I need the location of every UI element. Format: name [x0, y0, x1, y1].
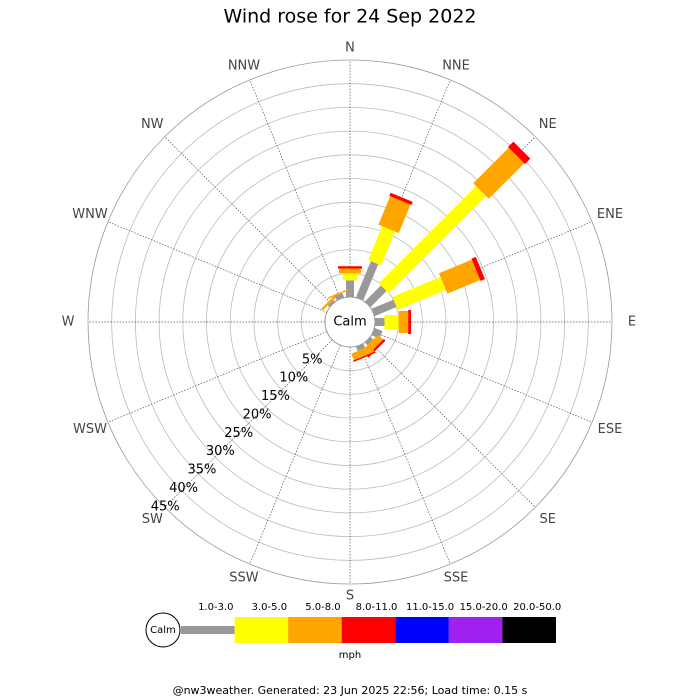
grid-ring: [253, 225, 447, 419]
bar-segment: [368, 226, 396, 266]
outer-ring: [87, 59, 613, 585]
direction-label: S: [346, 589, 354, 604]
bar-segment: [378, 196, 411, 234]
legend-calm-label: Calm: [150, 625, 176, 636]
spoke: [164, 136, 333, 305]
legend-swatch: [234, 617, 289, 643]
ring-label: 30%: [206, 444, 235, 459]
calm-label: Calm: [333, 315, 366, 330]
direction-label: E: [628, 315, 636, 330]
bar-segment: [364, 285, 387, 308]
calm-circle: [324, 296, 376, 348]
legend-swatch: [395, 617, 449, 643]
direction-label: NNW: [228, 59, 260, 74]
bar-segment: [384, 315, 399, 329]
spoke: [367, 339, 536, 508]
bar-segment: [346, 280, 354, 297]
spoke: [249, 344, 341, 565]
spoke: [359, 344, 451, 565]
bar-segment: [389, 192, 413, 205]
direction-label: WNW: [72, 207, 108, 222]
bar-segment: [438, 259, 481, 294]
bar-segment: [327, 299, 336, 308]
direction-label: SE: [540, 512, 556, 527]
bar-segment: [398, 311, 409, 333]
legend-label: 20.0-50.0: [513, 602, 561, 613]
bar-segment: [378, 186, 486, 294]
bar-segment: [375, 318, 385, 326]
legend-swatch: [288, 617, 342, 643]
bar-segment: [338, 266, 362, 269]
legend-label: 15.0-20.0: [460, 602, 508, 613]
direction-label: NE: [539, 117, 557, 132]
ring-label: 10%: [279, 371, 308, 386]
bar-segment: [339, 268, 361, 274]
legend-label: 3.0-5.0: [252, 602, 287, 613]
direction-label: ENE: [597, 207, 623, 222]
legend-swatch: [448, 617, 503, 643]
ring-label: 20%: [243, 407, 272, 422]
legend-label: 8.0-11.0: [356, 602, 398, 613]
ring-label: 35%: [187, 463, 216, 478]
bar-segment: [364, 336, 374, 346]
legend-label: 5.0-8.0: [305, 602, 340, 613]
bar-segment: [351, 345, 375, 361]
ring-label: 15%: [261, 389, 290, 404]
bar-segment: [392, 276, 446, 310]
bar-segment: [508, 141, 531, 164]
bar-segment: [334, 292, 345, 301]
footer: @nw3weather. Generated: 23 Jun 2025 22:5…: [173, 684, 528, 697]
direction-label: SSW: [229, 570, 259, 585]
chart-title: Wind rose for 24 Sep 2022: [223, 6, 476, 28]
legend-label: 1.0-3.0: [198, 602, 233, 613]
direction-label: NW: [141, 117, 164, 132]
bar-segment: [371, 299, 397, 317]
legend-calm: [145, 612, 181, 648]
unit-label: mph: [339, 650, 361, 661]
direction-label: NNE: [442, 59, 470, 74]
direction-label: SSE: [444, 570, 469, 585]
legend-swatch: [502, 617, 556, 643]
bar-segment: [353, 351, 376, 362]
bar-segment: [408, 310, 412, 334]
direction-label: ESE: [598, 422, 623, 437]
grid-ring: [277, 249, 423, 395]
spoke: [164, 339, 333, 508]
ring-label: 40%: [169, 481, 198, 496]
bar-segment: [355, 261, 379, 301]
ring-label: 45%: [151, 499, 180, 514]
bar-segment: [321, 293, 339, 311]
legend-swatch: [341, 617, 396, 643]
spoke: [107, 331, 328, 423]
spoke: [107, 221, 328, 313]
direction-label: W: [62, 315, 75, 330]
bar-segment: [471, 256, 485, 281]
spoke: [249, 79, 341, 300]
bar-segment: [327, 289, 349, 299]
bar-segment: [343, 273, 357, 281]
legend-label: 11.0-15.0: [406, 602, 454, 613]
ring-label: 25%: [224, 426, 253, 441]
direction-label: N: [345, 41, 355, 56]
legend-swatch: [181, 626, 235, 634]
bar-segment: [371, 327, 383, 339]
direction-label: SW: [142, 512, 163, 527]
ring-label: 5%: [302, 352, 323, 367]
grid-ring: [229, 201, 471, 443]
direction-label: WSW: [73, 422, 107, 437]
bar-segment: [355, 343, 366, 352]
bar-segment: [473, 147, 525, 199]
bar-segment: [475, 255, 486, 280]
spoke: [372, 331, 593, 423]
